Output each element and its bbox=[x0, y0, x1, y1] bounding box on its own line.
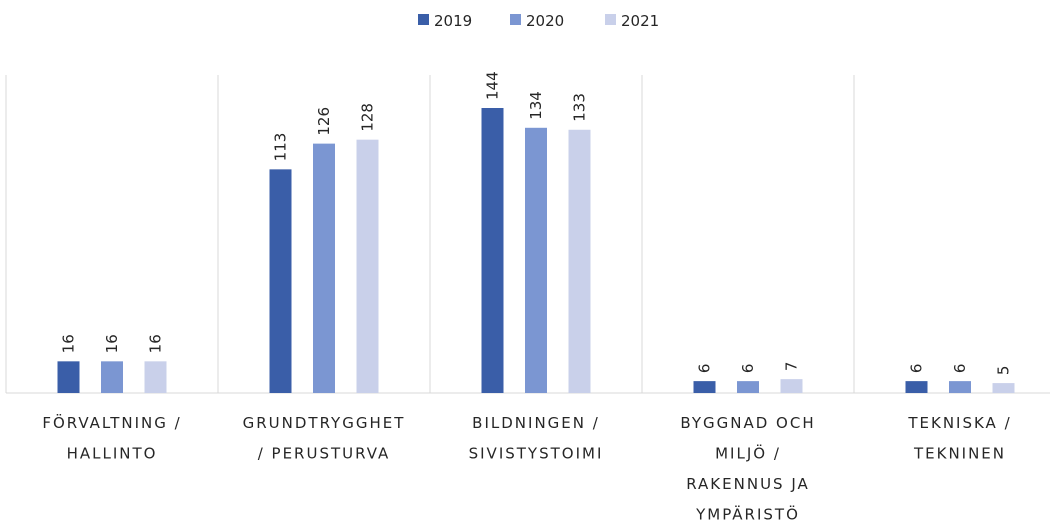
x-tick-label-line: TEKNISKA / bbox=[907, 414, 1011, 432]
data-label: 5 bbox=[995, 366, 1013, 376]
data-label: 113 bbox=[272, 133, 290, 162]
legend-swatch bbox=[605, 14, 616, 25]
data-label: 134 bbox=[527, 91, 545, 120]
x-tick-label-line: FÖRVALTNING / bbox=[42, 413, 181, 432]
bar bbox=[949, 381, 971, 393]
data-label: 133 bbox=[571, 93, 589, 122]
data-label: 6 bbox=[696, 364, 714, 374]
x-tick-label-line: BYGGNAD OCH bbox=[680, 414, 815, 432]
x-tick-label-line: SIVISTYSTOIMI bbox=[469, 445, 604, 463]
x-tick-label: TEKNISKA / TEKNINEN bbox=[907, 414, 1011, 463]
legend-swatch bbox=[418, 14, 429, 25]
x-tick-label: FÖRVALTNING / HALLINTO bbox=[42, 413, 181, 463]
x-tick-label-line: RAKENNUS JA bbox=[686, 475, 810, 493]
bar bbox=[693, 381, 716, 393]
data-label: 16 bbox=[147, 334, 165, 353]
x-tick-label-line: / PERUSTURVA bbox=[258, 445, 391, 463]
x-tick-label-line: YMPÄRISTÖ bbox=[695, 505, 800, 522]
legend-label: 2019 bbox=[434, 12, 472, 30]
bar bbox=[780, 379, 803, 393]
x-tick-label: BYGGNAD OCH MILJÖ / RAKENNUS JA YMPÄRISTÖ bbox=[680, 414, 815, 522]
bar bbox=[356, 139, 379, 393]
bar bbox=[568, 129, 591, 394]
data-label: 7 bbox=[783, 362, 801, 372]
data-label: 128 bbox=[359, 103, 377, 132]
x-tick-label-line: GRUNDTRYGGHET bbox=[243, 414, 406, 432]
legend-label: 2021 bbox=[621, 12, 659, 30]
bar bbox=[905, 381, 928, 393]
bar bbox=[57, 361, 80, 393]
x-tick-label-line: TEKNINEN bbox=[913, 445, 1006, 463]
bar bbox=[101, 361, 123, 393]
data-label: 6 bbox=[908, 364, 926, 374]
data-label: 16 bbox=[60, 334, 78, 353]
x-tick-label-line: HALLINTO bbox=[67, 445, 158, 463]
data-label: 16 bbox=[103, 334, 121, 353]
bar bbox=[313, 143, 335, 393]
bar bbox=[144, 361, 167, 393]
legend-swatch bbox=[510, 14, 521, 25]
x-tick-label-line: MILJÖ / bbox=[715, 444, 781, 463]
data-label: 126 bbox=[315, 107, 333, 136]
data-label: 6 bbox=[951, 364, 969, 374]
x-tick-label-line: BILDNINGEN / bbox=[472, 414, 600, 432]
bar bbox=[992, 383, 1015, 393]
bar bbox=[481, 108, 504, 393]
x-tick-label: GRUNDTRYGGHET / PERUSTURVA bbox=[243, 414, 406, 463]
data-label: 6 bbox=[739, 364, 757, 374]
legend-label: 2020 bbox=[526, 12, 564, 30]
data-label: 144 bbox=[484, 71, 502, 100]
bar bbox=[525, 127, 547, 394]
bar bbox=[737, 381, 759, 393]
bar bbox=[269, 169, 292, 393]
x-tick-label: BILDNINGEN / SIVISTYSTOIMI bbox=[469, 414, 604, 463]
